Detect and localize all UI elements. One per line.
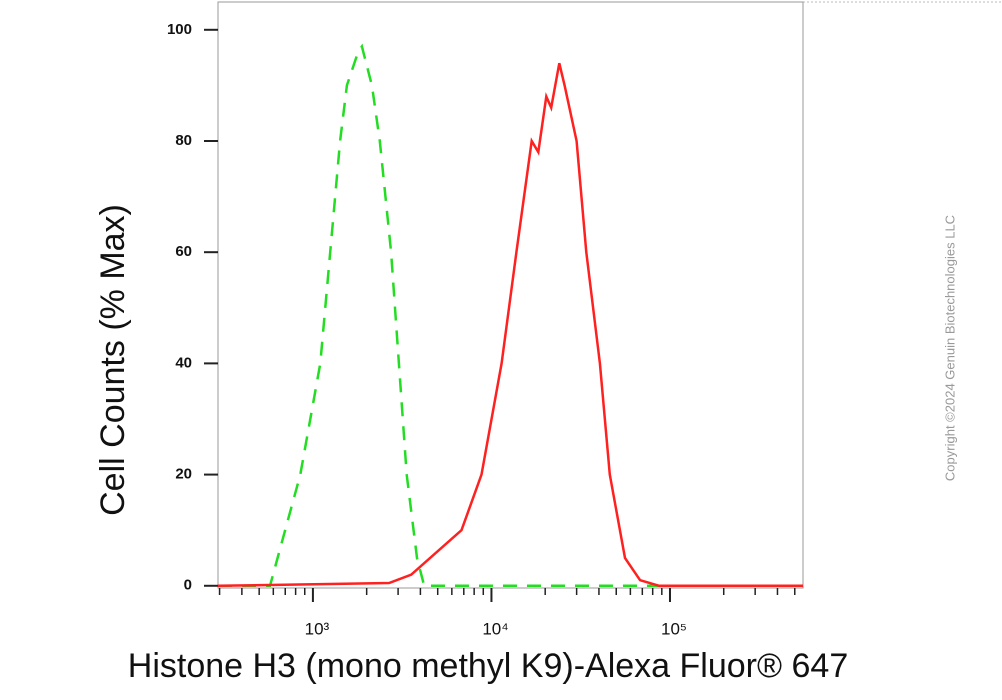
histogram-line [217, 62, 803, 588]
copyright: Copyright ©2024 Genuin Biotechnologies L… [942, 215, 957, 481]
x-tick-label: 10³ [305, 619, 330, 638]
y-tick-label: 20 [175, 466, 192, 483]
y-tick-label: 80 [175, 132, 192, 149]
x-tick-label: 10⁵ [661, 619, 687, 638]
y-tick-label: 100 [167, 21, 192, 38]
x-axis-label: Histone H3 (mono methyl K9)-Alexa Fluor®… [128, 647, 848, 685]
plot-frame [217, 1, 804, 589]
y-tick-label: 60 [175, 243, 192, 260]
y-tick-label: 40 [175, 354, 192, 371]
y-tick-label: 0 [184, 577, 192, 594]
y-axis-label: Cell Counts (% Max) [94, 204, 132, 516]
x-tick-label: 10⁴ [482, 619, 508, 638]
histogram-line [218, 43, 803, 588]
